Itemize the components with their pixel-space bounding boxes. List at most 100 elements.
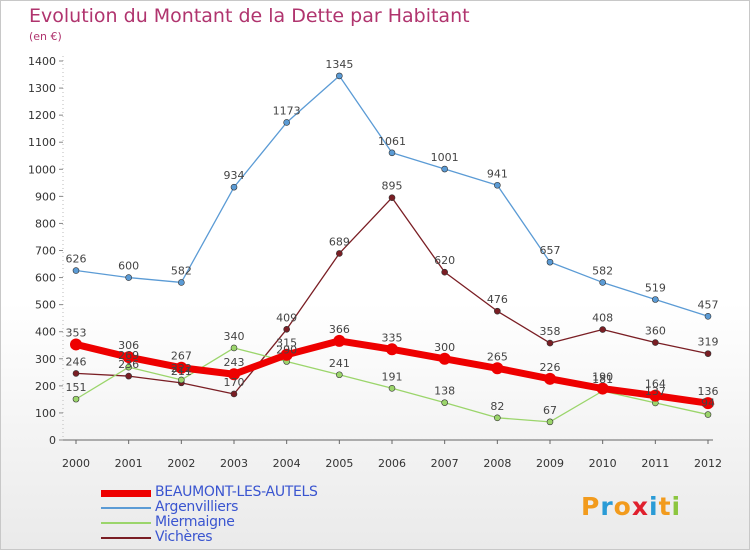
y-tick-label: 600 xyxy=(35,272,56,285)
data-label: 94 xyxy=(701,397,715,410)
data-point xyxy=(704,350,712,357)
data-point xyxy=(494,414,501,422)
data-label: 306 xyxy=(118,339,139,352)
brand-letter: P xyxy=(581,492,601,521)
data-label: 164 xyxy=(645,378,666,391)
x-tick-label: 2003 xyxy=(220,457,248,470)
data-point xyxy=(652,339,659,346)
data-label: 409 xyxy=(276,311,297,324)
data-point xyxy=(491,362,504,375)
data-point xyxy=(704,312,712,320)
data-label: 353 xyxy=(66,326,87,339)
legend-item: Argenvilliers xyxy=(101,499,401,516)
brand-letter: i xyxy=(649,492,659,521)
data-label: 519 xyxy=(645,281,666,294)
y-tick-label: 1400 xyxy=(28,55,56,68)
data-point xyxy=(125,274,132,281)
data-point xyxy=(178,279,185,286)
y-tick-label: 500 xyxy=(35,299,56,312)
data-label: 82 xyxy=(490,400,504,413)
data-label: 1345 xyxy=(325,58,353,71)
data-point xyxy=(70,338,82,351)
data-label: 300 xyxy=(434,341,455,354)
x-tick-label: 2008 xyxy=(483,457,511,470)
brand-letter: i xyxy=(671,492,682,521)
data-point xyxy=(388,384,396,392)
data-point xyxy=(336,250,343,257)
data-label: 657 xyxy=(540,244,561,257)
data-label: 222 xyxy=(171,362,192,375)
data-label: 181 xyxy=(592,373,613,386)
data-label: 315 xyxy=(276,337,297,350)
data-label: 582 xyxy=(171,264,192,277)
data-label: 358 xyxy=(540,325,561,338)
data-label: 626 xyxy=(66,253,87,266)
data-point xyxy=(72,267,80,274)
data-label: 476 xyxy=(487,293,508,306)
legend-item: Vichères xyxy=(101,529,401,546)
data-point xyxy=(441,399,448,406)
data-point xyxy=(438,352,451,365)
legend-swatch xyxy=(101,489,151,497)
y-tick-label: 300 xyxy=(35,353,56,366)
data-label: 267 xyxy=(171,350,192,363)
brand-logo: Proxiti xyxy=(581,492,681,521)
y-tick-label: 700 xyxy=(35,245,56,258)
data-label: 226 xyxy=(540,361,561,374)
data-point xyxy=(283,325,290,333)
data-point xyxy=(596,382,609,395)
data-label: 895 xyxy=(382,180,403,193)
y-tick-label: 1200 xyxy=(28,109,56,122)
data-label: 246 xyxy=(66,355,87,368)
x-tick-label: 2011 xyxy=(641,457,669,470)
data-point xyxy=(441,165,448,173)
data-point xyxy=(546,339,554,347)
legend-swatch xyxy=(101,507,151,509)
brand-letter: r xyxy=(600,492,614,521)
data-label: 600 xyxy=(118,260,139,273)
y-tick-label: 200 xyxy=(35,380,56,393)
data-point xyxy=(388,149,396,157)
data-point xyxy=(125,363,132,371)
x-tick-label: 2004 xyxy=(273,457,301,470)
legend-label: BEAUMONT-LES-AUTELS xyxy=(155,484,318,500)
data-label: 1061 xyxy=(378,135,406,148)
data-point xyxy=(280,348,293,361)
data-point xyxy=(336,72,343,80)
legend-swatch xyxy=(101,537,151,539)
x-tick-label: 2012 xyxy=(694,457,722,470)
data-label: 211 xyxy=(171,365,192,378)
x-tick-label: 2006 xyxy=(378,457,406,470)
data-label: 335 xyxy=(382,331,403,344)
data-label: 934 xyxy=(224,169,245,182)
data-point xyxy=(649,389,662,402)
data-point xyxy=(702,397,714,410)
data-point xyxy=(125,372,132,380)
x-tick-label: 2005 xyxy=(325,457,353,470)
y-tick-label: 1300 xyxy=(28,82,56,95)
data-point xyxy=(388,194,396,202)
data-label: 340 xyxy=(224,330,245,343)
data-label: 67 xyxy=(543,404,557,417)
legend-swatch xyxy=(101,522,151,524)
y-tick-label: 100 xyxy=(35,407,56,420)
data-point xyxy=(122,351,135,364)
data-point xyxy=(599,279,606,286)
legend-item: BEAUMONT-LES-AUTELS xyxy=(101,484,401,501)
y-tick-label: 0 xyxy=(49,434,56,447)
data-point xyxy=(283,119,290,126)
data-point xyxy=(494,181,501,189)
data-point xyxy=(599,326,606,333)
x-tick-label: 2010 xyxy=(589,457,617,470)
legend-label: Argenvilliers xyxy=(155,499,239,515)
data-point xyxy=(704,411,712,418)
brand-letter: x xyxy=(631,492,649,521)
y-tick-label: 900 xyxy=(35,190,56,203)
data-point xyxy=(546,418,554,426)
x-tick-label: 2002 xyxy=(167,457,195,470)
data-label: 941 xyxy=(487,167,508,180)
data-point xyxy=(546,258,554,266)
data-label: 689 xyxy=(329,235,350,248)
